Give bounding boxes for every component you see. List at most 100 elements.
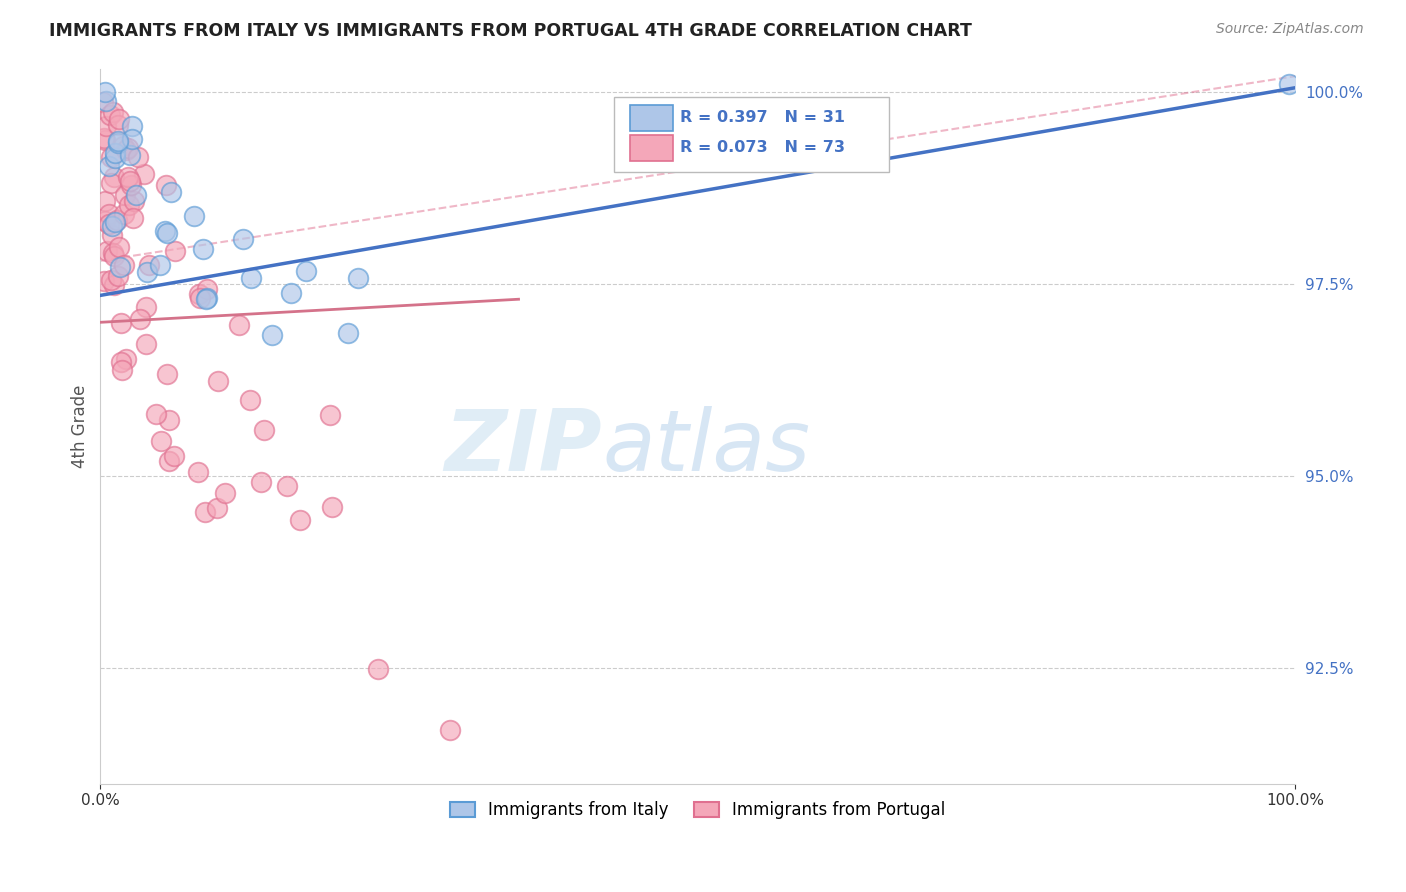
- FancyBboxPatch shape: [614, 97, 889, 172]
- Point: [100, 219, 122, 234]
- Point: [134, 167, 156, 181]
- Point: [122, 194, 145, 208]
- Point: [100, 150, 122, 164]
- Point: [337, 326, 360, 340]
- Point: [112, 258, 135, 272]
- Point: [187, 465, 209, 479]
- Point: [103, 104, 125, 119]
- Point: [100, 176, 122, 190]
- Point: [94, 85, 117, 99]
- Point: [101, 246, 124, 260]
- Point: [156, 367, 179, 381]
- Point: [117, 141, 139, 155]
- Point: [288, 513, 311, 527]
- Text: atlas: atlas: [602, 406, 810, 489]
- Point: [117, 169, 139, 184]
- Point: [163, 449, 186, 463]
- Point: [108, 240, 131, 254]
- Point: [163, 244, 186, 258]
- Point: [107, 134, 129, 148]
- Point: [104, 215, 127, 229]
- Point: [104, 151, 127, 165]
- Point: [232, 232, 254, 246]
- Text: R = 0.073   N = 73: R = 0.073 N = 73: [681, 140, 845, 155]
- Point: [157, 412, 180, 426]
- Point: [439, 723, 461, 738]
- Point: [346, 271, 368, 285]
- Point: [112, 206, 135, 220]
- Point: [188, 287, 211, 301]
- Point: [240, 271, 263, 285]
- Point: [98, 217, 121, 231]
- Point: [129, 311, 152, 326]
- Point: [101, 228, 124, 243]
- Point: [228, 318, 250, 332]
- Point: [111, 363, 134, 377]
- Point: [115, 351, 138, 366]
- Point: [280, 285, 302, 300]
- Point: [121, 132, 143, 146]
- Point: [107, 136, 129, 150]
- Point: [104, 146, 127, 161]
- Point: [214, 485, 236, 500]
- Point: [1278, 77, 1301, 91]
- Point: [108, 112, 131, 127]
- Point: [100, 273, 122, 287]
- Point: [195, 282, 218, 296]
- Point: [276, 479, 298, 493]
- Point: [262, 327, 284, 342]
- Point: [183, 209, 205, 223]
- Point: [367, 662, 389, 676]
- Point: [120, 178, 142, 192]
- Point: [150, 434, 173, 449]
- Point: [94, 94, 117, 108]
- Point: [135, 264, 157, 278]
- Point: [145, 408, 167, 422]
- Point: [115, 144, 138, 158]
- Point: [135, 337, 157, 351]
- Point: [98, 159, 121, 173]
- Point: [195, 291, 218, 305]
- Point: [295, 264, 318, 278]
- Point: [138, 259, 160, 273]
- Legend: Immigrants from Italy, Immigrants from Portugal: Immigrants from Italy, Immigrants from P…: [443, 794, 952, 825]
- Y-axis label: 4th Grade: 4th Grade: [72, 384, 89, 467]
- Point: [110, 316, 132, 330]
- Point: [149, 258, 172, 272]
- Point: [114, 188, 136, 202]
- Point: [188, 291, 211, 305]
- Point: [122, 211, 145, 225]
- Point: [103, 249, 125, 263]
- Point: [98, 207, 121, 221]
- Point: [118, 148, 141, 162]
- Point: [191, 242, 214, 256]
- Point: [93, 95, 115, 109]
- Point: [155, 178, 177, 193]
- Point: [118, 198, 141, 212]
- Point: [321, 500, 343, 514]
- Point: [155, 224, 177, 238]
- Text: ZIP: ZIP: [444, 406, 602, 489]
- Point: [157, 453, 180, 467]
- Point: [94, 194, 117, 208]
- Point: [105, 213, 128, 227]
- Point: [239, 392, 262, 407]
- Text: IMMIGRANTS FROM ITALY VS IMMIGRANTS FROM PORTUGAL 4TH GRADE CORRELATION CHART: IMMIGRANTS FROM ITALY VS IMMIGRANTS FROM…: [49, 22, 972, 40]
- Point: [156, 226, 179, 240]
- Point: [127, 150, 149, 164]
- Point: [205, 500, 228, 515]
- Point: [93, 134, 115, 148]
- FancyBboxPatch shape: [630, 135, 672, 161]
- Point: [103, 169, 125, 184]
- FancyBboxPatch shape: [630, 105, 672, 131]
- Point: [121, 119, 143, 133]
- Point: [118, 174, 141, 188]
- Point: [124, 188, 146, 202]
- Point: [94, 119, 117, 133]
- Point: [98, 108, 121, 122]
- Point: [159, 186, 181, 200]
- Point: [107, 268, 129, 283]
- Point: [107, 119, 129, 133]
- Point: [249, 475, 271, 490]
- Point: [135, 300, 157, 314]
